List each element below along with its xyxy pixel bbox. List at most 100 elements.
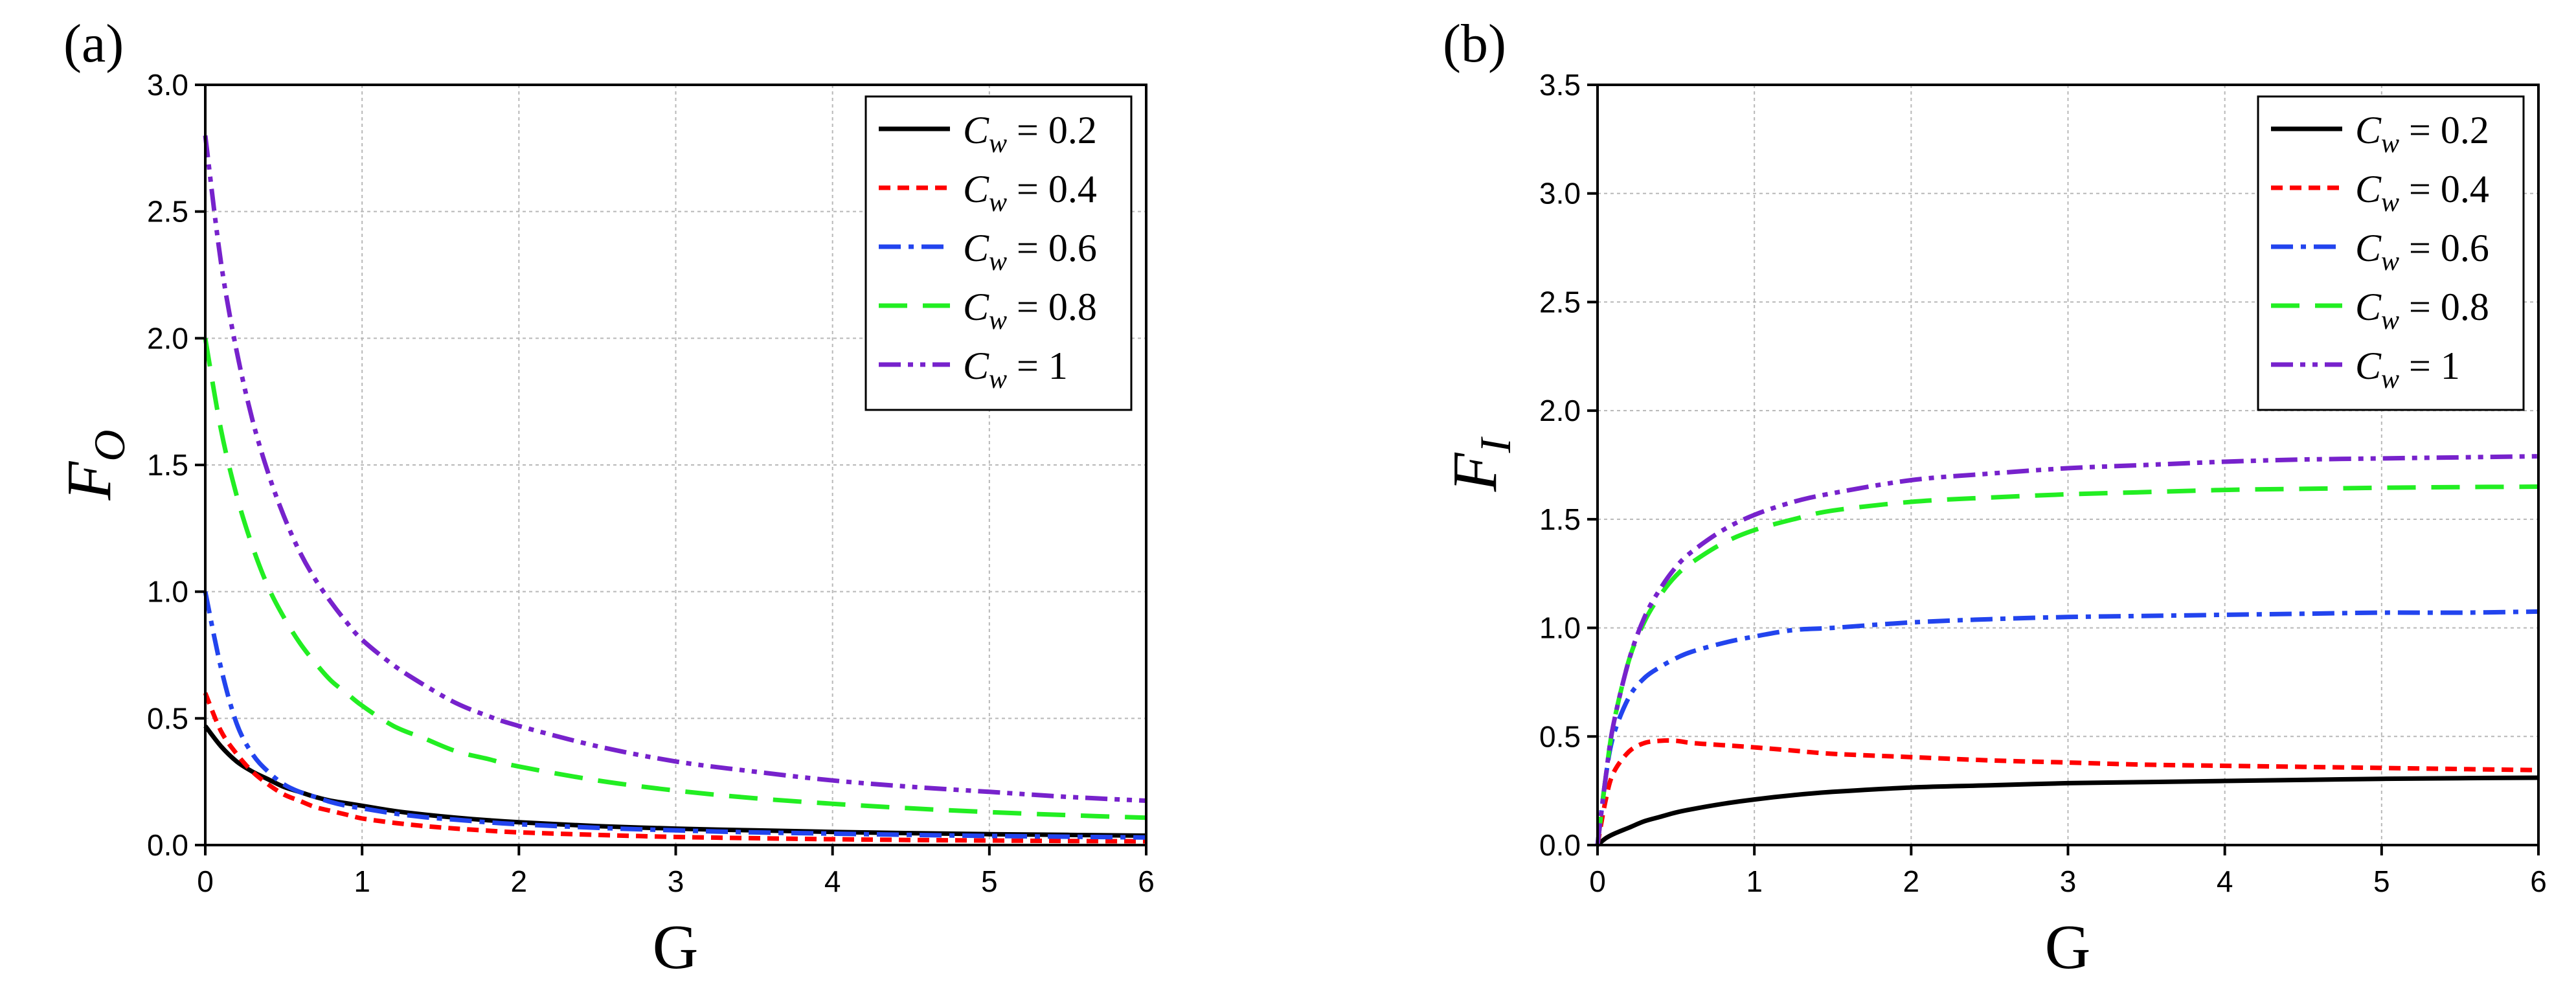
legend-label: Cw = 0.6 — [2355, 227, 2489, 277]
series-line-4 — [1595, 484, 2539, 846]
legend-value: = 0.4 — [2399, 168, 2489, 210]
y-tick-label: 3.0 — [147, 68, 188, 102]
legend-value: = 0.8 — [2399, 286, 2489, 328]
panel-b: (b) 0 1 2 3 4 5 6 0.0 0.5 1.0 1.5 2.0 2.5 3.0 3.5 G FI… — [1440, 14, 2547, 982]
x-tick-label: 0 — [197, 864, 214, 898]
x-tick-label: 3 — [2060, 864, 2077, 898]
panel-label: (a) — [63, 14, 124, 74]
legend-symbol-subscript: w — [2381, 188, 2399, 218]
x-tick-label: 2 — [511, 864, 528, 898]
legend-symbol-subscript: w — [2381, 247, 2399, 277]
x-axis-label: G — [653, 912, 699, 982]
y-axis-label-subscript: I — [1471, 436, 1520, 453]
x-tick-label: 1 — [354, 864, 370, 898]
legend-symbol-subscript: w — [989, 247, 1007, 277]
y-tick-label: 1.0 — [147, 575, 188, 609]
y-tick-label: 2.5 — [1539, 285, 1581, 319]
legend-symbol-subscript: w — [989, 306, 1007, 335]
legend-symbol-subscript: w — [2381, 365, 2399, 394]
legend-symbol: C — [2355, 168, 2382, 210]
x-tick-label: 4 — [2217, 864, 2233, 898]
legend-symbol-subscript: w — [989, 188, 1007, 218]
legend-label: Cw = 0.2 — [963, 109, 1097, 159]
series-line-2 — [1595, 738, 2539, 846]
y-tick-label: 1.5 — [1539, 503, 1581, 536]
y-axis-label: FI — [1440, 436, 1520, 492]
legend-box — [2257, 95, 2525, 411]
series-line-3 — [1595, 609, 2539, 846]
curves — [1595, 454, 2539, 847]
legend-symbol: C — [2355, 286, 2382, 328]
legend-symbol: C — [963, 345, 989, 387]
legend-value: = 1 — [2399, 345, 2460, 387]
series-line-1 — [1596, 775, 2539, 847]
legend-symbol: C — [963, 109, 989, 152]
legend-label: Cw = 0.4 — [963, 168, 1097, 218]
y-tick-label: 3.0 — [1539, 177, 1581, 210]
legend-value: = 0.4 — [1007, 168, 1097, 210]
x-tick-label: 6 — [1138, 864, 1155, 898]
x-axis-label: G — [2045, 912, 2091, 982]
series-line-3 — [203, 591, 1147, 840]
panel-a: (a) 0 1 2 3 4 5 6 0.0 0.5 1.0 1.5 2.0 2.5 3.0 G FO Cw… — [54, 14, 1155, 982]
y-tick-label: 1.0 — [1539, 611, 1581, 645]
legend-value: = 0.2 — [1007, 109, 1097, 152]
y-tick-label: 0.0 — [1539, 828, 1581, 862]
y-axis-label-main: F — [54, 460, 124, 501]
y-tick-label: 2.5 — [147, 195, 188, 229]
legend-value: = 0.6 — [2399, 227, 2489, 269]
legend-label: Cw = 0.2 — [2355, 109, 2489, 159]
legend-label: Cw = 0.6 — [963, 227, 1097, 277]
legend-symbol-subscript: w — [989, 129, 1007, 159]
legend-symbol-subscript: w — [989, 365, 1007, 394]
y-tick-label: 2.0 — [1539, 394, 1581, 427]
legend-symbol-subscript: w — [2381, 129, 2399, 159]
svg-text:FO: FO — [54, 430, 134, 501]
legend-symbol: C — [2355, 109, 2382, 152]
legend-label: Cw = 1 — [2355, 345, 2460, 394]
legend-value: = 1 — [1007, 345, 1068, 387]
y-tick-label: 0.0 — [147, 828, 188, 862]
legend-value: = 0.8 — [1007, 286, 1097, 328]
x-tick-label: 4 — [824, 864, 841, 898]
x-tick-label: 0 — [1589, 864, 1606, 898]
x-tick-label: 6 — [2530, 864, 2547, 898]
legend: Cw = 0.2Cw = 0.4Cw = 0.6Cw = 0.8Cw = 1 — [2257, 95, 2525, 411]
legend-box — [864, 95, 1133, 411]
curves — [203, 135, 1147, 844]
series-line-2 — [203, 692, 1147, 844]
legend-label: Cw = 1 — [963, 345, 1068, 394]
x-tick-label: 3 — [668, 864, 684, 898]
y-tick-label: 1.5 — [147, 448, 188, 482]
x-tick-label: 5 — [981, 864, 998, 898]
legend-value: = 0.2 — [2399, 109, 2489, 152]
x-tick-label: 2 — [1903, 864, 1920, 898]
legend-label: Cw = 0.8 — [963, 286, 1097, 335]
panel-label: (b) — [1443, 14, 1506, 74]
x-tick-label: 1 — [1746, 864, 1763, 898]
y-axis-label-subscript: O — [85, 430, 134, 462]
y-tick-label: 2.0 — [147, 321, 188, 355]
ticks: 0 1 2 3 4 5 6 0.0 0.5 1.0 1.5 2.0 2.5 3.0 3.5 — [1539, 68, 2547, 898]
y-axis-label-main: F — [1440, 452, 1510, 492]
series-line-4 — [203, 337, 1147, 820]
legend-symbol: C — [963, 227, 989, 269]
y-tick-label: 0.5 — [147, 701, 188, 735]
svg-text:FI: FI — [1440, 436, 1520, 492]
ticks: 0 1 2 3 4 5 6 0.0 0.5 1.0 1.5 2.0 2.5 3.0 — [147, 68, 1155, 898]
legend-symbol: C — [2355, 345, 2382, 387]
legend-symbol: C — [963, 286, 989, 328]
x-tick-label: 5 — [2373, 864, 2390, 898]
legend-symbol-subscript: w — [2381, 306, 2399, 335]
legend-symbol: C — [2355, 227, 2382, 269]
legend-label: Cw = 0.8 — [2355, 286, 2489, 335]
legend-label: Cw = 0.4 — [2355, 168, 2489, 218]
series-line-5 — [203, 135, 1147, 803]
legend: Cw = 0.2Cw = 0.4Cw = 0.6Cw = 0.8Cw = 1 — [864, 95, 1133, 411]
y-tick-label: 0.5 — [1539, 719, 1581, 753]
legend-value: = 0.6 — [1007, 227, 1097, 269]
legend-symbol: C — [963, 168, 989, 210]
y-axis-label: FO — [54, 430, 134, 501]
